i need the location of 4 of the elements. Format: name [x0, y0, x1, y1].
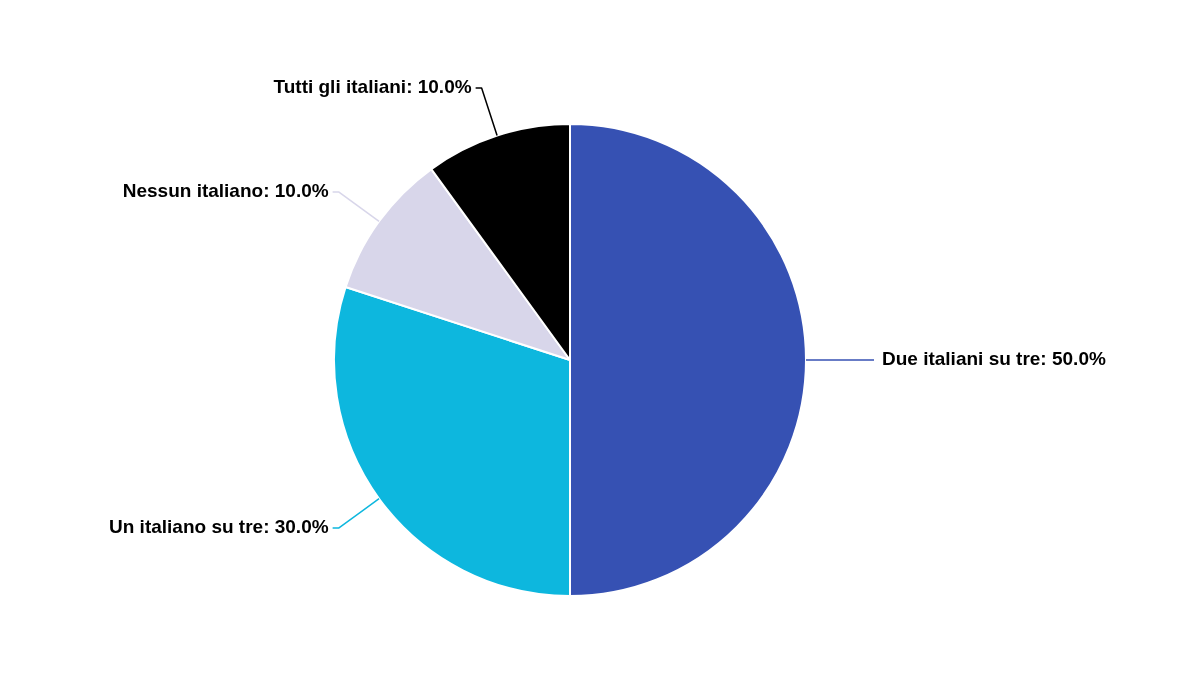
slice-label: Due italiani su tre: 50.0%: [882, 348, 1106, 370]
slice-label: Tutti gli italiani: 10.0%: [273, 76, 472, 98]
slice-label: Un italiano su tre: 30.0%: [109, 516, 329, 538]
slice-label: Nessun italiano: 10.0%: [122, 180, 329, 202]
